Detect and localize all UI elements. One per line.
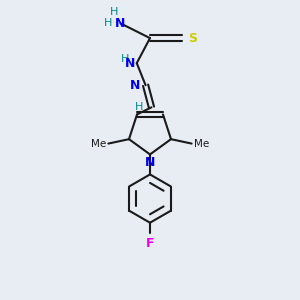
Text: H: H [110, 7, 118, 17]
Text: N: N [130, 79, 140, 92]
Text: F: F [146, 237, 154, 250]
Text: Me: Me [91, 139, 106, 148]
Text: Me: Me [194, 139, 209, 148]
Text: S: S [188, 32, 197, 45]
Text: N: N [116, 17, 126, 30]
Text: H: H [104, 18, 112, 28]
Text: N: N [145, 156, 155, 169]
Text: H: H [121, 54, 129, 64]
Text: N: N [125, 57, 135, 70]
Text: H: H [135, 102, 143, 112]
